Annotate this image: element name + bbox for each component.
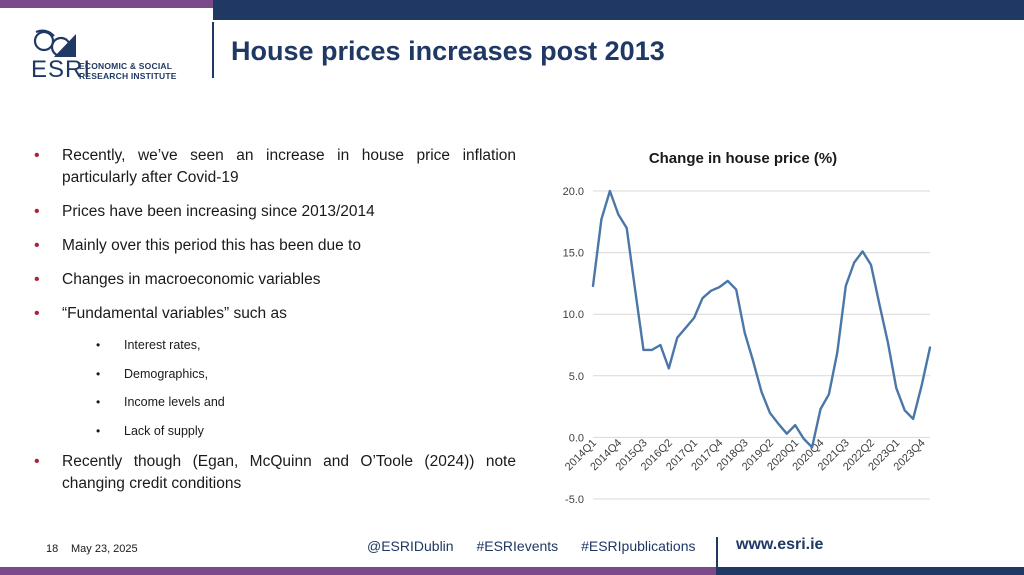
logo-divider <box>212 22 214 78</box>
bottom-accent-bar-purple <box>0 567 716 575</box>
logo-full-name: ECONOMIC & SOCIAL RESEARCH INSTITUTE <box>79 61 177 81</box>
bullet-list: Recently, we’ve seen an increase in hous… <box>34 145 516 507</box>
sub-bullet-item: Demographics, <box>34 366 516 382</box>
bullet-item: Mainly over this period this has been du… <box>34 235 516 257</box>
house-price-chart: Change in house price (%) -5.0 0.0 5.0 10.0 1… <box>563 150 932 506</box>
y-tick-label: 0.0 <box>569 432 584 444</box>
social-tags: @ESRIDublin #ESRIevents #ESRIpublication… <box>367 538 713 554</box>
logo-line-1: ECONOMIC & SOCIAL <box>79 61 173 71</box>
bullet-item: Recently, we’ve seen an increase in hous… <box>34 145 516 189</box>
sub-bullet-item: Income levels and <box>34 394 516 410</box>
esri-logo-mark-icon <box>33 29 76 58</box>
esri-logo: ESRI ECONOMIC & SOCIAL RESEARCH INSTITUT… <box>30 28 205 83</box>
sub-bullet-item: Interest rates, <box>34 337 516 353</box>
y-tick-label: -5.0 <box>565 494 584 506</box>
y-tick-label: 20.0 <box>563 186 584 198</box>
page-number: 18 <box>46 543 59 555</box>
logo-line-2: RESEARCH INSTITUTE <box>79 71 177 81</box>
y-tick-label: 15.0 <box>563 248 584 260</box>
top-accent-bar-navy <box>213 0 1024 20</box>
sub-bullet-item: Lack of supply <box>34 423 516 439</box>
slide-date: May 23, 2025 <box>71 543 138 555</box>
top-accent-bar-purple <box>0 0 213 8</box>
slide-title: House prices increases post 2013 <box>231 36 665 66</box>
y-tick-label: 5.0 <box>569 371 584 383</box>
social-tag: @ESRIDublin <box>367 538 454 554</box>
chart-title: Change in house price (%) <box>649 150 837 167</box>
bullet-item: Recently though (Egan, McQuinn and O’Too… <box>34 451 516 495</box>
logo-abbreviation: ESRI <box>31 56 92 83</box>
series-line <box>591 189 932 449</box>
bullet-item: Prices have been increasing since 2013/2… <box>34 201 516 223</box>
bottom-accent-bar-navy <box>716 567 1024 575</box>
bullet-item: Changes in macroeconomic variables <box>34 269 516 291</box>
y-tick-label: 10.0 <box>563 309 584 321</box>
website-url: www.esri.ie <box>736 536 824 553</box>
social-tag: #ESRIevents <box>476 538 559 554</box>
social-tag: #ESRIpublications <box>581 538 696 554</box>
bullet-item: “Fundamental variables” such as <box>34 303 516 325</box>
footer-divider <box>716 537 718 567</box>
